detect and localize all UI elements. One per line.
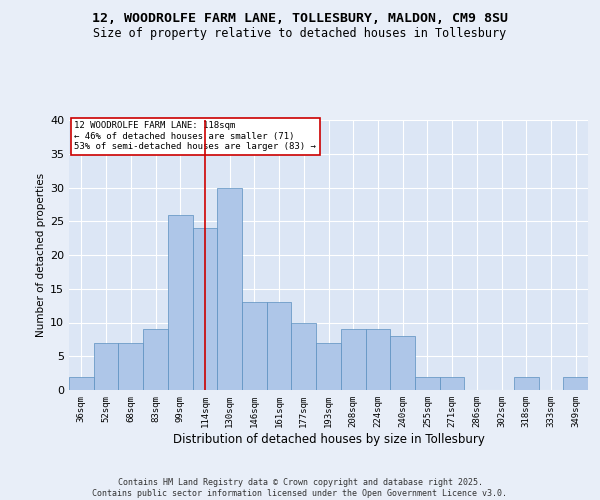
Bar: [563, 376, 588, 390]
Bar: [118, 343, 143, 390]
Bar: [316, 343, 341, 390]
Bar: [217, 188, 242, 390]
Bar: [440, 376, 464, 390]
Bar: [390, 336, 415, 390]
Bar: [267, 302, 292, 390]
Text: 12 WOODROLFE FARM LANE: 118sqm
← 46% of detached houses are smaller (71)
53% of : 12 WOODROLFE FARM LANE: 118sqm ← 46% of …: [74, 122, 316, 151]
Text: Contains HM Land Registry data © Crown copyright and database right 2025.
Contai: Contains HM Land Registry data © Crown c…: [92, 478, 508, 498]
Bar: [242, 302, 267, 390]
Text: Size of property relative to detached houses in Tollesbury: Size of property relative to detached ho…: [94, 28, 506, 40]
Bar: [193, 228, 217, 390]
Bar: [168, 214, 193, 390]
Bar: [365, 329, 390, 390]
Bar: [292, 322, 316, 390]
Bar: [94, 343, 118, 390]
X-axis label: Distribution of detached houses by size in Tollesbury: Distribution of detached houses by size …: [173, 432, 484, 446]
Text: 12, WOODROLFE FARM LANE, TOLLESBURY, MALDON, CM9 8SU: 12, WOODROLFE FARM LANE, TOLLESBURY, MAL…: [92, 12, 508, 26]
Bar: [143, 329, 168, 390]
Bar: [415, 376, 440, 390]
Bar: [341, 329, 365, 390]
Bar: [69, 376, 94, 390]
Y-axis label: Number of detached properties: Number of detached properties: [36, 173, 46, 337]
Bar: [514, 376, 539, 390]
